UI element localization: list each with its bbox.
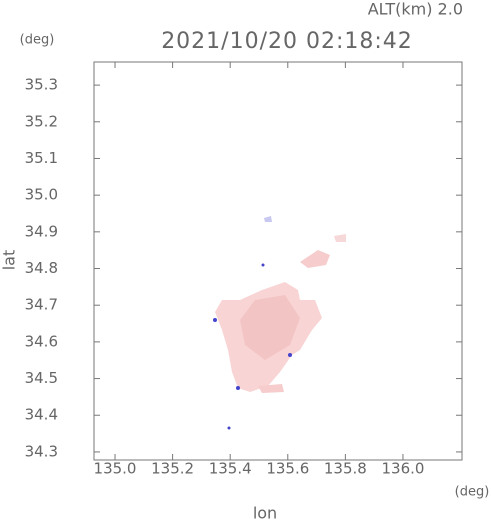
x-tick-label: 135.0 [94,460,137,478]
y-tick-label: 35.1 [25,149,58,167]
y-tick-label: 34.5 [25,369,58,387]
x-tick-label: 136.0 [381,460,424,478]
y-tick-label: 35.3 [25,76,58,94]
y-tick-label: 34.8 [25,259,58,277]
y-tick-label: 34.4 [25,406,58,424]
x-tick-label: 135.6 [266,460,309,478]
altitude-label: ALT(km) 2.0 [368,0,463,19]
chart-title: 2021/10/20 02:18:42 [161,29,413,54]
y-tick-label: 35.0 [25,186,58,204]
y-tick-label: 35.2 [25,112,58,130]
x-tick-label: 135.2 [151,460,194,478]
y-tick-label: 34.3 [25,442,58,460]
y-unit: (deg) [20,33,55,48]
y-tick-label: 34.9 [25,222,58,240]
y-tick-label: 34.6 [25,332,58,350]
echo [213,216,346,430]
plot-frame [93,61,463,461]
x-tick-label: 135.8 [324,460,367,478]
x-unit: (deg) [455,485,490,500]
y-tick-label: 34.7 [25,296,58,314]
x-tick-label: 135.4 [209,460,252,478]
y-axis-label: lat [0,250,19,271]
x-axis-label: lon [253,504,277,521]
